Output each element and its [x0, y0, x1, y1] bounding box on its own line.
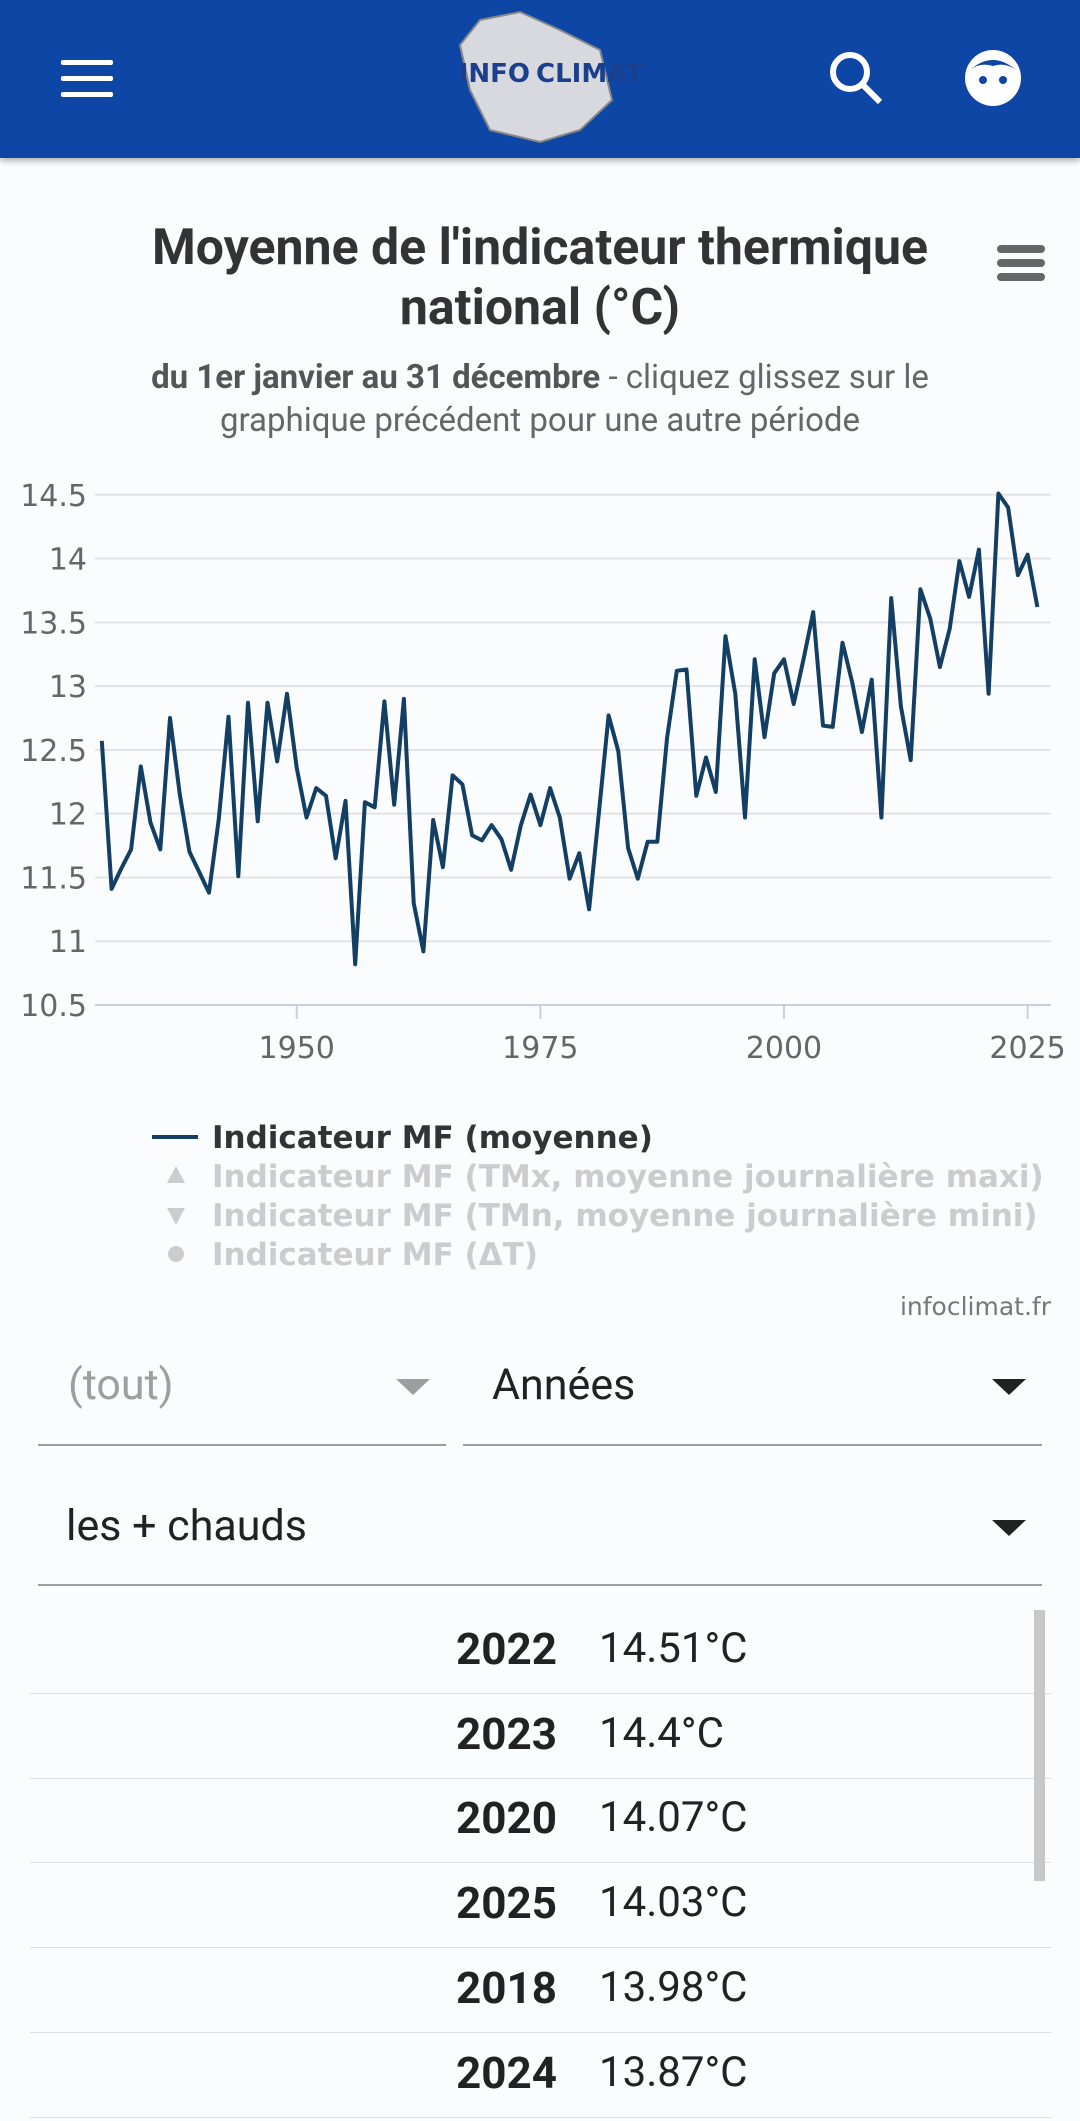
- y-tick-label: 13.5: [20, 606, 87, 641]
- row-year: 2018: [456, 1961, 557, 2014]
- select-underline: [38, 1584, 1042, 1586]
- account-button[interactable]: [965, 50, 1021, 106]
- row-value: 14.03°C: [599, 1878, 748, 1928]
- y-tick-label: 11.5: [20, 861, 87, 896]
- chart-menu[interactable]: [995, 243, 1047, 285]
- dropdown-arrow: [992, 1520, 1026, 1536]
- subtitle-bold: du 1er janvier au 31 décembre: [151, 358, 601, 397]
- legend-label[interactable]: Indicateur MF (ΔT): [212, 1237, 538, 1273]
- credit: infoclimat.fr: [900, 1292, 1052, 1321]
- y-tick-label: 13: [49, 670, 87, 705]
- row-separator: [30, 2031, 1051, 2033]
- x-tick-label: 1950: [259, 1031, 335, 1066]
- x-tick-label: 2025: [989, 1031, 1065, 1066]
- legend-symbol: [168, 1246, 184, 1262]
- row-separator: [30, 1693, 1051, 1694]
- row-value: 13.98°C: [599, 1962, 748, 2012]
- row-value: 14.4°C: [599, 1708, 724, 1758]
- y-tick-label: 12.5: [20, 734, 87, 769]
- logo-text: INFO: [459, 59, 530, 89]
- y-tick-label: 11: [49, 925, 87, 960]
- chart: 10.5 11 11.5 12 12.5 13 13.5 14 14.5 1950 1975 2000…: [20, 479, 1066, 1321]
- subtitle-text: - cliquez glissez sur le graphique précé…: [219, 358, 929, 440]
- chart-title: Moyenne de l'indicateur thermique nation…: [152, 219, 928, 337]
- order-select[interactable]: les + chauds: [66, 1501, 307, 1551]
- logo[interactable]: INFO CLIMAT: [459, 10, 644, 144]
- header: INFO CLIMAT: [0, 0, 1080, 158]
- row-separator: [30, 1947, 1051, 1949]
- y-tick-label: 14.5: [20, 479, 87, 514]
- row-value: 13.87°C: [599, 2047, 748, 2097]
- row-separator: [30, 1862, 1051, 1864]
- legend-symbol: [167, 1208, 185, 1225]
- row-value: 14.07°C: [599, 1793, 748, 1843]
- legend-label[interactable]: Indicateur MF (moyenne): [212, 1120, 653, 1156]
- data-line: [99, 491, 1040, 967]
- legend-label[interactable]: Indicateur MF (TMn, moyenne journalière …: [212, 1198, 1038, 1234]
- y-tick-label: 12: [49, 798, 87, 833]
- select-underline: [38, 1444, 446, 1446]
- select-underline: [463, 1444, 1042, 1446]
- x-tick-label: 2000: [746, 1031, 822, 1066]
- scrollbar: [1034, 1610, 1045, 1881]
- x-tick-label: 1975: [502, 1031, 578, 1066]
- period-select[interactable]: (tout): [68, 1360, 174, 1410]
- menu-button[interactable]: [61, 60, 113, 97]
- row-year: 2025: [456, 1877, 557, 1930]
- legend-symbol: [167, 1166, 185, 1183]
- dropdown-arrow: [396, 1379, 430, 1395]
- search-button[interactable]: [830, 52, 883, 105]
- row-value: 14.51°C: [599, 1624, 748, 1673]
- y-tick-label: 14: [49, 543, 87, 578]
- row-year: 2020: [456, 1792, 557, 1845]
- y-tick-label: 10.5: [20, 989, 87, 1024]
- row-separator: [30, 1777, 1051, 1779]
- row-separator: [30, 2116, 1051, 2118]
- row-year: 2022: [456, 1623, 557, 1675]
- row-year: 2024: [456, 2046, 557, 2099]
- dropdown-arrow: [992, 1379, 1026, 1395]
- legend-label[interactable]: Indicateur MF (TMx, moyenne journalière …: [212, 1159, 1044, 1195]
- header-icons: INFO CLIMAT: [61, 10, 1021, 144]
- chart-subtitle: du 1er janvier au 31 décembre - cliquez …: [90, 356, 990, 442]
- row-year: 2023: [456, 1707, 557, 1760]
- logo-text: CLIMAT: [536, 59, 643, 89]
- unit-select[interactable]: Années: [492, 1360, 636, 1410]
